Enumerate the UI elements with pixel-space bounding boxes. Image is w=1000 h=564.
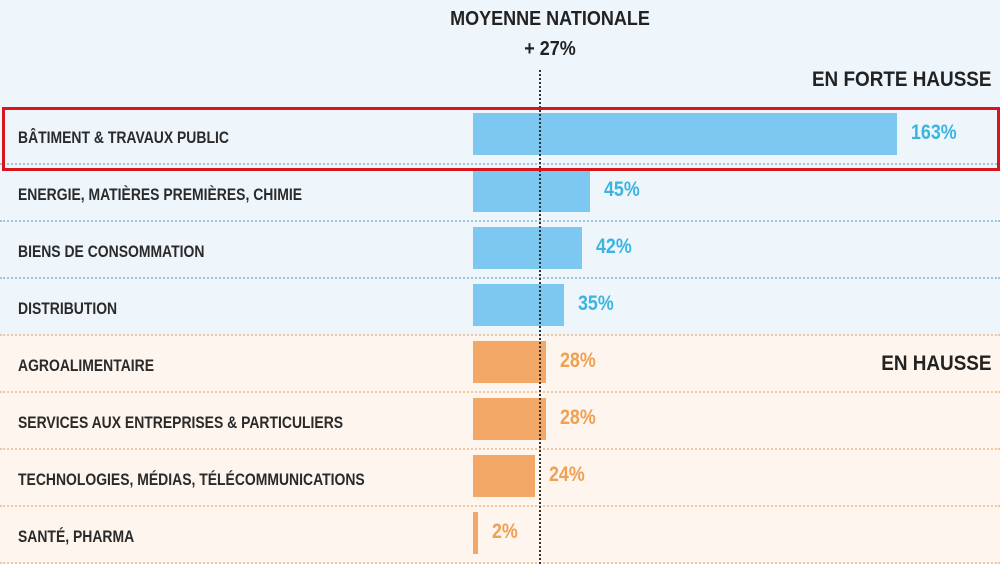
category-label: SERVICES AUX ENTREPRISES & PARTICULIERS [18,413,344,432]
value-label: 42% [596,235,632,258]
row-separator [0,505,1000,507]
value-label: 45% [604,178,640,201]
category-label: ENERGIE, MATIÈRES PREMIÈRES, CHIMIE [18,185,303,204]
row-separator [0,391,1000,393]
bar [473,227,583,269]
value-label: 2% [492,520,518,543]
section-label-forte-hausse: EN FORTE HAUSSE [812,68,992,91]
bar [473,512,479,554]
bar [473,341,546,383]
category-label: BÂTIMENT & TRAVAUX PUBLIC [18,128,229,147]
reference-title: MOYENNE NATIONALE [450,8,650,30]
category-label: TECHNOLOGIES, MÉDIAS, TÉLÉCOMMUNICATIONS [18,470,365,489]
value-label: 163% [910,121,957,144]
bar [473,455,536,497]
row-separator [0,277,1000,279]
bar [473,170,590,212]
section-label-hausse: EN HAUSSE [881,352,992,375]
bar [473,284,564,326]
category-label: DISTRIBUTION [18,299,118,318]
row-separator [0,562,1000,564]
category-label: SANTÉ, PHARMA [18,527,135,546]
highlight-box [2,107,1000,171]
category-label: BIENS DE CONSOMMATION [18,242,205,261]
national-average-line [539,70,541,564]
bar [473,113,897,155]
row-separator [0,220,1000,222]
category-label: AGROALIMENTAIRE [18,356,155,375]
value-label: 35% [578,292,614,315]
row-separator [0,163,1000,165]
value-label: 28% [559,406,596,429]
reference-value: + 27% [524,38,576,60]
bar [473,398,546,440]
row-separator [0,334,1000,336]
row-separator [0,448,1000,450]
value-label: 24% [549,463,586,486]
value-label: 28% [559,349,596,372]
